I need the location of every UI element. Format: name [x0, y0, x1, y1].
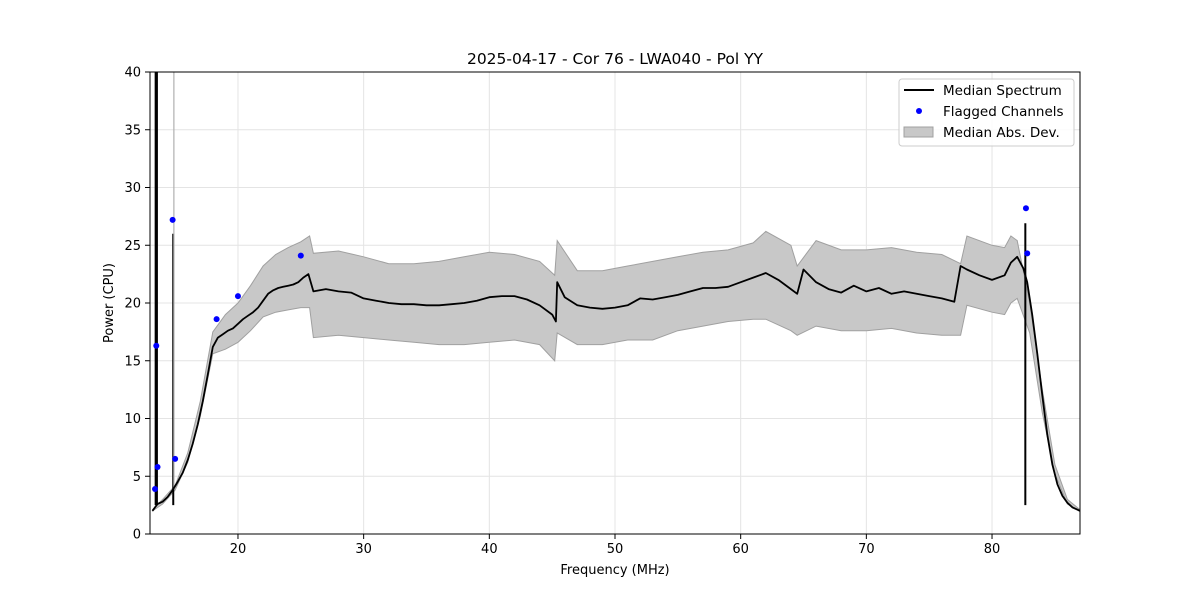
legend-flagged-label: Flagged Channels	[943, 104, 1064, 120]
legend-box	[898, 78, 1075, 147]
median-spectrum-line	[151, 255, 1081, 512]
legend-median-label: Median Spectrum	[943, 83, 1062, 99]
x-axis-label: Frequency (MHz)	[560, 563, 669, 578]
chart-title: 2025-04-17 - Cor 76 - LWA040 - Pol YY	[467, 50, 764, 68]
flagged-point-2	[154, 464, 161, 471]
x-tick-label-4: 60	[732, 542, 749, 557]
legend-mad-label: Median Abs. Dev.	[943, 125, 1060, 141]
y-tick-label-2: 10	[124, 412, 141, 427]
flagged-point-7	[297, 252, 304, 259]
y-tick-label-6: 30	[124, 181, 141, 196]
x-tick-label-1: 30	[355, 542, 372, 557]
legend: Median Spectrum Flagged Channels Median …	[898, 78, 1075, 147]
legend-flagged-swatch	[916, 108, 922, 114]
y-tick-label-8: 40	[124, 66, 141, 81]
x-tick-label-5: 70	[858, 542, 875, 557]
flagged-point-6	[234, 293, 241, 300]
y-tick-label-5: 25	[124, 239, 141, 254]
flagged-point-1	[153, 342, 160, 349]
flagged-point-0	[152, 485, 159, 492]
legend-mad-swatch	[903, 126, 934, 138]
y-tick-label-0: 0	[133, 528, 141, 543]
y-tick-label-3: 15	[124, 354, 141, 369]
x-tick-label-2: 40	[481, 542, 498, 557]
y-tick-label-4: 20	[124, 297, 141, 312]
y-tick-label-7: 35	[124, 123, 141, 138]
y-axis-ticks: 0 5 10 15 20 25 30 35 40	[124, 66, 150, 543]
x-axis-ticks: 20 30 40 50 60 70 80	[230, 534, 1001, 557]
flagged-point-9	[1024, 250, 1031, 257]
flagged-point-8	[1022, 205, 1029, 212]
y-tick-label-1: 5	[133, 470, 141, 485]
x-tick-label-0: 20	[230, 542, 247, 557]
flagged-points	[152, 205, 1031, 492]
flagged-point-4	[172, 455, 179, 462]
x-tick-label-6: 80	[984, 542, 1001, 557]
y-axis-label: Power (CPU)	[102, 263, 117, 343]
flagged-point-3	[169, 216, 176, 223]
median-line-group	[151, 255, 1081, 512]
x-tick-label-3: 50	[607, 542, 624, 557]
flagged-point-5	[213, 316, 220, 323]
